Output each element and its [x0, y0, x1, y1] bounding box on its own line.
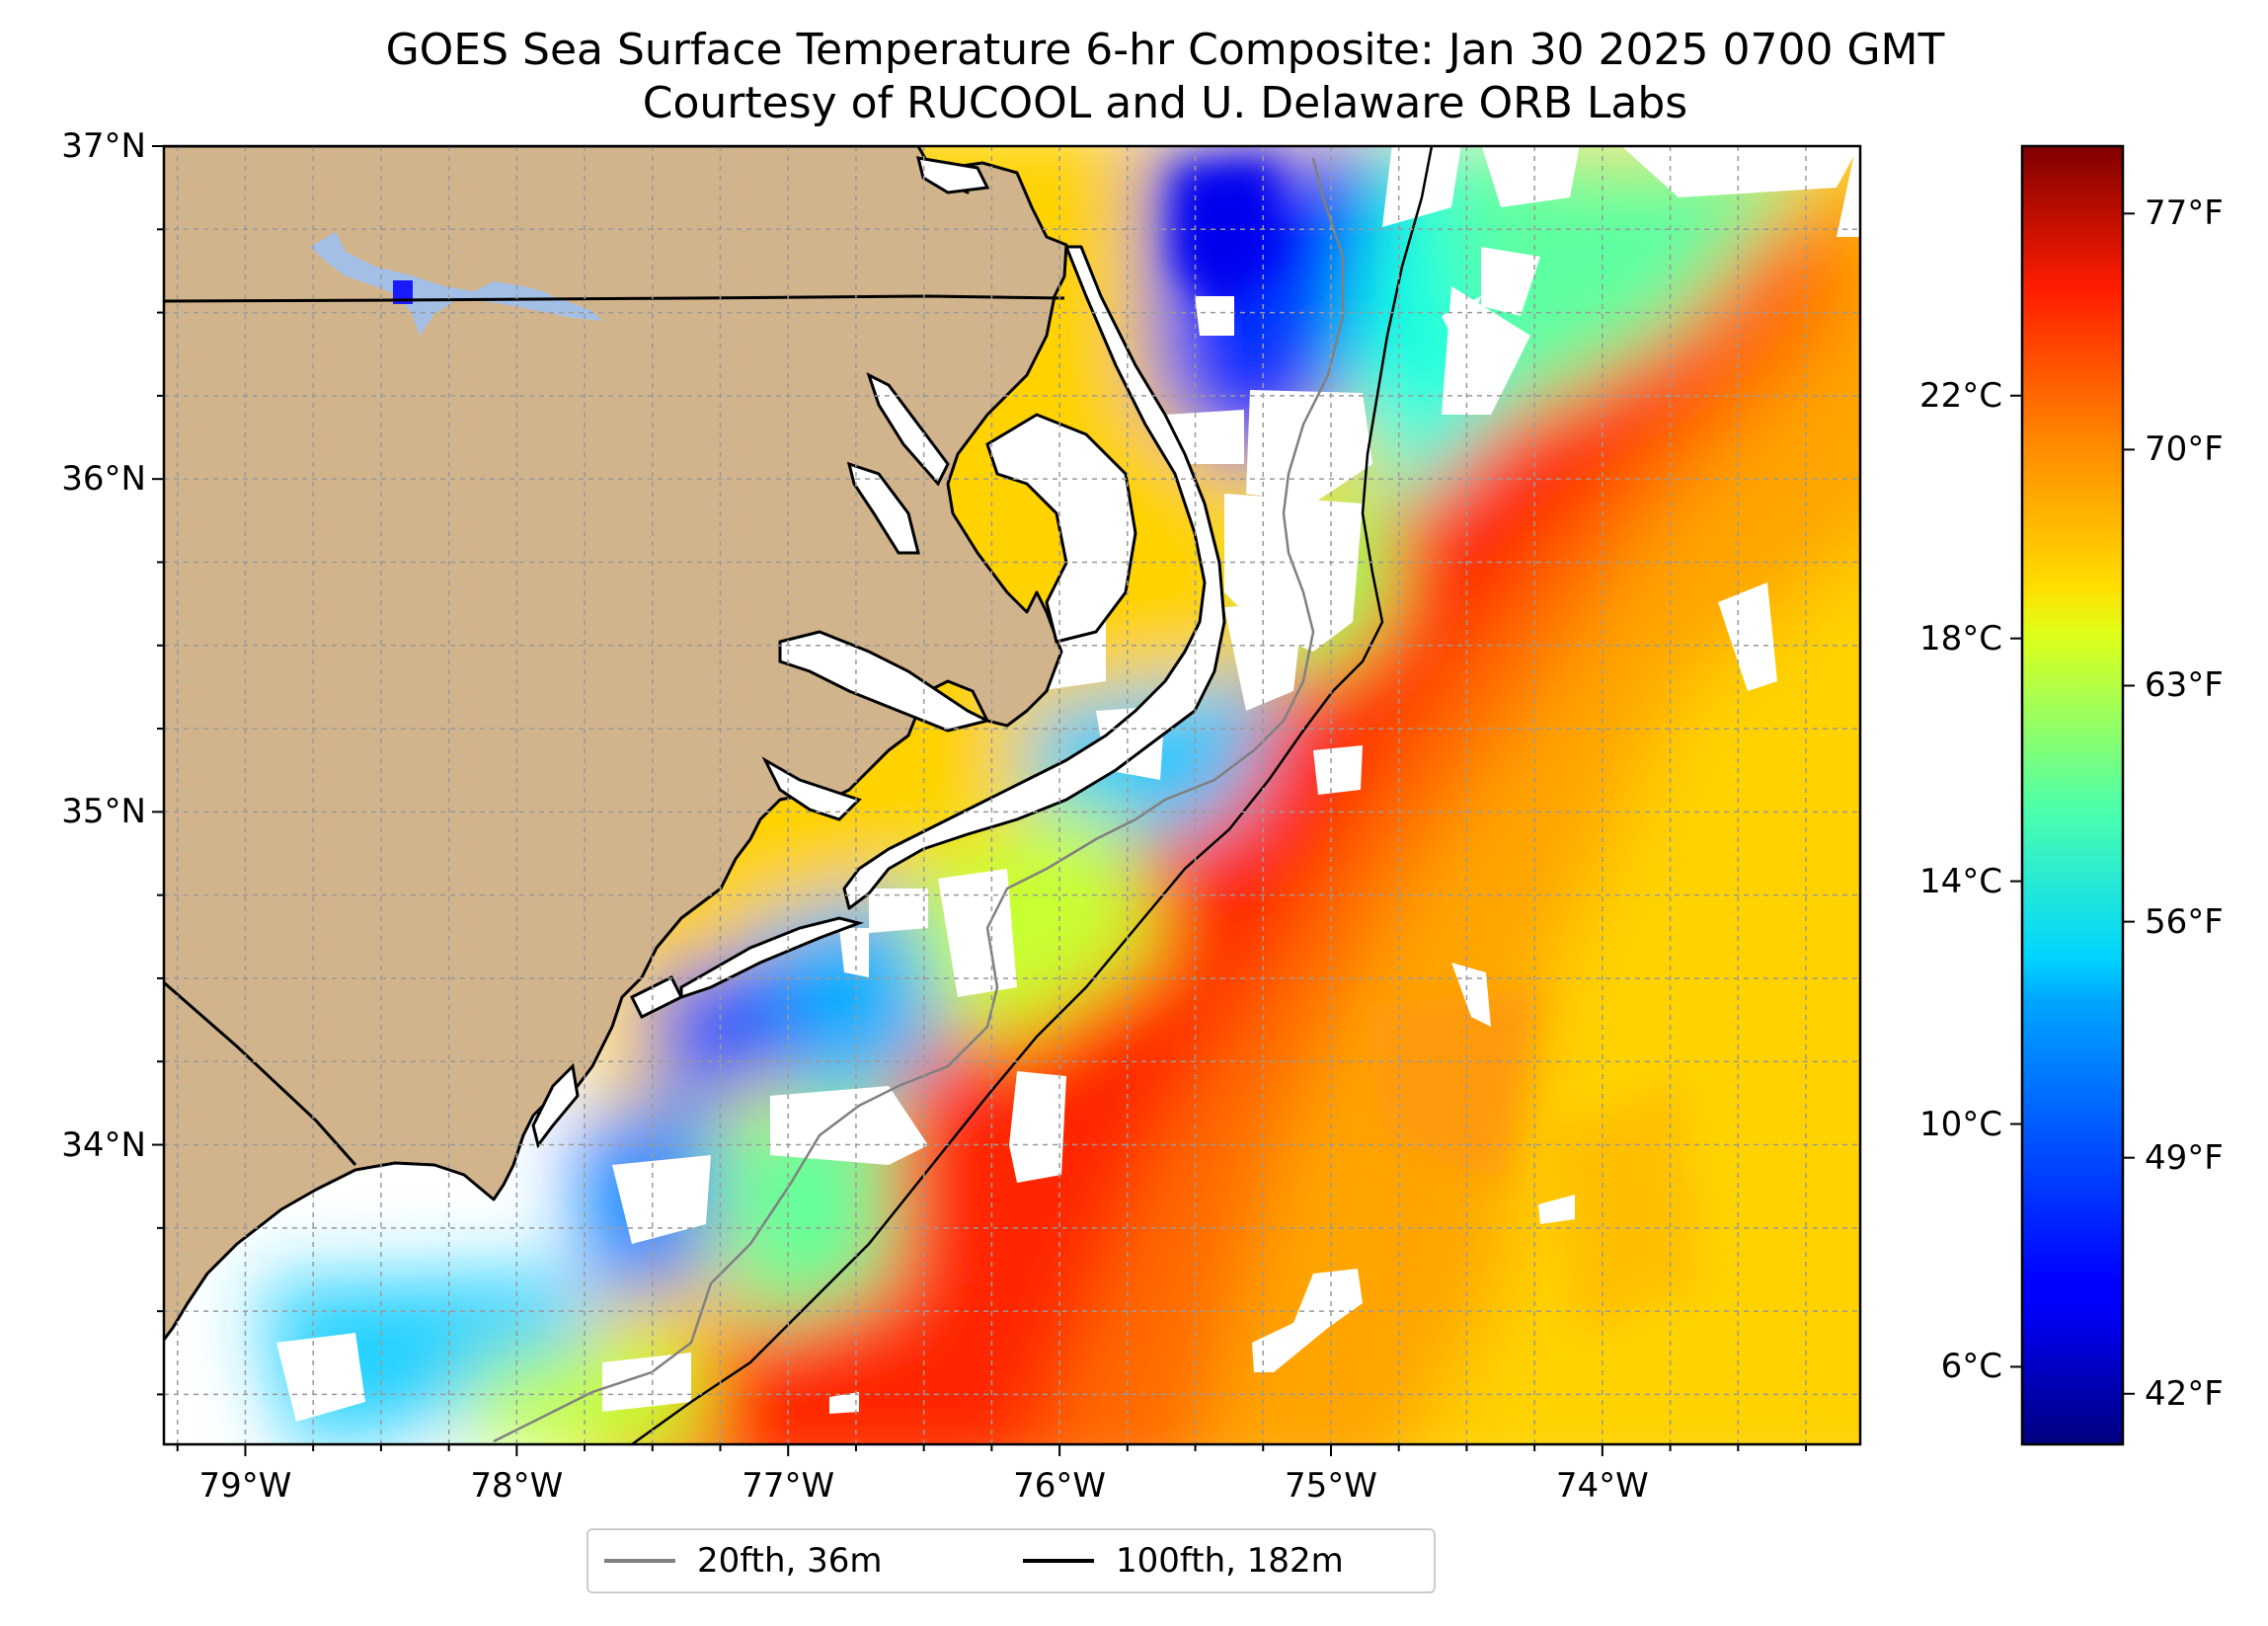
map-title: GOES Sea Surface Temperature 6-hr Compos…	[385, 25, 1945, 75]
colorbar-label-f: 77°F	[2145, 194, 2224, 234]
map-body	[164, 146, 1860, 1444]
colorbar-ticks	[2010, 212, 2135, 1395]
legend-item-20fth: 20fth, 36m	[604, 1530, 883, 1591]
isobaths	[493, 146, 1434, 1444]
longitude-label: 77°W	[742, 1466, 835, 1506]
isobath-20fth	[493, 157, 1345, 1443]
latitude-label: 36°N	[61, 459, 146, 500]
map-frame	[162, 144, 1862, 1446]
longitude-label: 74°W	[1555, 1466, 1649, 1506]
legend: 20fth, 36m 100fth, 182m	[587, 1528, 1436, 1593]
graticule	[164, 146, 1860, 1444]
legend-item-100fth: 100fth, 182m	[1023, 1530, 1344, 1591]
longitude-label: 75°W	[1285, 1466, 1377, 1506]
legend-label-100fth: 100fth, 182m	[1116, 1541, 1344, 1581]
latitude-label: 34°N	[61, 1124, 146, 1165]
land	[164, 146, 1226, 1343]
state-borders	[164, 294, 1065, 1166]
latitude-label: 35°N	[61, 792, 146, 832]
colorbar-label-f: 63°F	[2145, 665, 2224, 706]
map-axis-ticks	[152, 145, 1808, 1456]
legend-swatch-100fth	[1023, 1559, 1094, 1563]
legend-label-20fth: 20fth, 36m	[697, 1541, 883, 1581]
legend-swatch-20fth	[604, 1559, 675, 1563]
colorbar-label-f: 56°F	[2145, 901, 2224, 942]
colorbar	[2020, 144, 2125, 1446]
sst-field	[257, 146, 1860, 1444]
colorbar-label-c: 6°C	[1940, 1347, 2002, 1387]
colorbar-label-f: 70°F	[2145, 429, 2224, 470]
colorbar-label-c: 22°C	[1918, 375, 2002, 416]
colorbar-label-c: 10°C	[1918, 1104, 2002, 1144]
colorbar-label-c: 14°C	[1918, 861, 2002, 901]
colorbar-label-c: 18°C	[1918, 618, 2002, 658]
colorbar-label-f: 42°F	[2145, 1373, 2224, 1414]
land-mainland	[164, 146, 1068, 1343]
latitude-label: 37°N	[61, 126, 146, 166]
map-subtitle: Courtesy of RUCOOL and U. Delaware ORB L…	[642, 78, 1688, 128]
isobath-100fth	[631, 146, 1434, 1444]
colorbar-label-f: 49°F	[2145, 1137, 2224, 1178]
longitude-label: 76°W	[1013, 1466, 1107, 1506]
longitude-label: 78°W	[470, 1466, 564, 1506]
longitude-label: 79°W	[198, 1466, 292, 1506]
